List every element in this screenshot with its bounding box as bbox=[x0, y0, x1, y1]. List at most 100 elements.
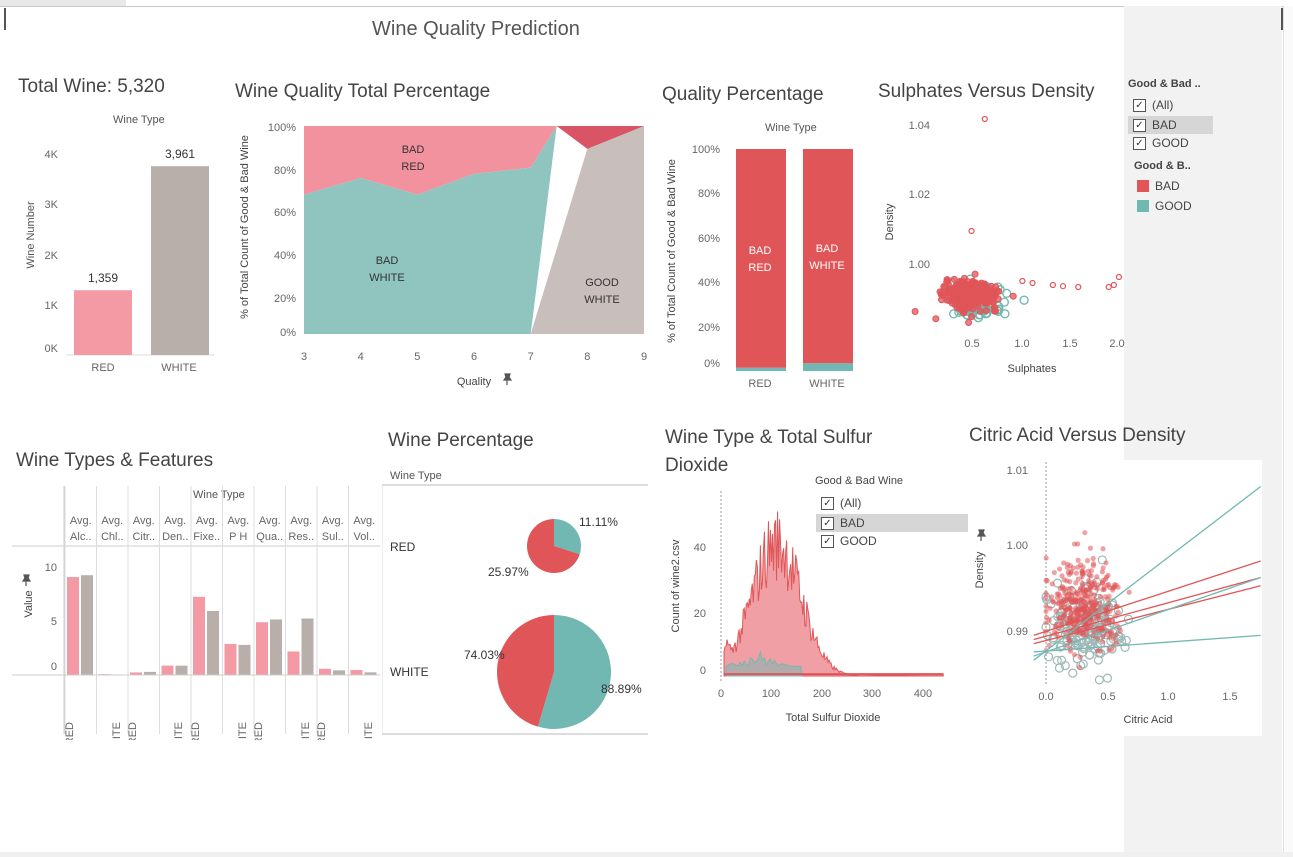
checkbox-icon[interactable]: ✓ bbox=[821, 516, 834, 530]
citric-point-good[interactable] bbox=[1121, 635, 1131, 645]
area-bad-white[interactable] bbox=[304, 126, 557, 334]
pie-red-good[interactable] bbox=[554, 519, 581, 555]
citric-point-bad[interactable] bbox=[1100, 565, 1106, 571]
sulph-point-bad[interactable] bbox=[932, 315, 940, 323]
sulph-point-bad[interactable] bbox=[965, 288, 973, 296]
citric-point-bad[interactable] bbox=[1061, 612, 1068, 618]
sulph-point-bad[interactable] bbox=[968, 227, 975, 235]
citric-point-bad[interactable] bbox=[1068, 585, 1075, 591]
citric-point-bad[interactable] bbox=[1047, 605, 1053, 611]
sulph-point-bad[interactable] bbox=[981, 115, 988, 123]
features-bar-white[interactable] bbox=[81, 575, 93, 675]
pie-layer[interactable] bbox=[497, 519, 611, 729]
legend1-bad[interactable]: BAD bbox=[1137, 179, 1180, 193]
sulph-point-layer[interactable] bbox=[911, 115, 1123, 327]
citric-point-bad[interactable] bbox=[1073, 610, 1079, 616]
bar-red[interactable] bbox=[74, 290, 132, 355]
sulph-point-bad[interactable] bbox=[953, 304, 961, 312]
sulph-point-bad[interactable] bbox=[1059, 283, 1067, 290]
citric-trend-line[interactable] bbox=[1033, 486, 1262, 661]
sulph-point-bad[interactable] bbox=[911, 308, 919, 316]
features-bar-white[interactable] bbox=[333, 670, 345, 675]
citric-point-bad[interactable] bbox=[1090, 563, 1096, 569]
citric-point-bad[interactable] bbox=[1107, 634, 1113, 640]
sulph-point-bad[interactable] bbox=[937, 291, 945, 299]
sulfur-area-layer[interactable] bbox=[723, 511, 944, 677]
legend1-good[interactable]: GOOD bbox=[1137, 199, 1192, 213]
checkbox-icon[interactable]: ✓ bbox=[1133, 98, 1146, 112]
filter1-item-good[interactable]: ✓ GOOD bbox=[1133, 136, 1189, 150]
qtotal-area-layer[interactable] bbox=[304, 126, 644, 334]
citric-point-bad[interactable] bbox=[1067, 637, 1073, 644]
pin-icon[interactable] bbox=[502, 373, 513, 385]
filter2-item-good[interactable]: ✓ GOOD bbox=[821, 534, 877, 548]
citric-point-bad[interactable] bbox=[1063, 607, 1069, 613]
sulph-point-bad[interactable] bbox=[975, 293, 983, 301]
citric-point-good[interactable] bbox=[1093, 655, 1103, 665]
citric-point-bad[interactable] bbox=[1088, 573, 1094, 579]
citric-point-bad[interactable] bbox=[1091, 628, 1097, 635]
filter2-item-bad[interactable]: ✓ BAD bbox=[816, 514, 975, 532]
citric-point-bad[interactable] bbox=[1103, 576, 1109, 582]
citric-point-bad[interactable] bbox=[1115, 609, 1121, 615]
sulph-point-bad[interactable] bbox=[1110, 281, 1117, 289]
citric-point-bad[interactable] bbox=[1073, 570, 1079, 576]
citric-point-bad[interactable] bbox=[1043, 620, 1049, 626]
area-good-red[interactable] bbox=[556, 126, 644, 149]
citric-point-bad[interactable] bbox=[1092, 607, 1098, 613]
citric-point-bad[interactable] bbox=[1085, 593, 1091, 600]
citric-point-good[interactable] bbox=[1068, 668, 1078, 678]
sulfur-area-good[interactable] bbox=[725, 650, 803, 677]
features-bar-red[interactable] bbox=[130, 672, 142, 675]
citric-point-bad[interactable] bbox=[1094, 574, 1100, 580]
citric-point-bad[interactable] bbox=[1074, 590, 1081, 596]
citric-point-bad[interactable] bbox=[1080, 564, 1086, 570]
citric-point-good[interactable] bbox=[1043, 652, 1054, 662]
area-bad-red[interactable] bbox=[304, 126, 644, 195]
sulph-point-bad[interactable] bbox=[1009, 292, 1017, 300]
sulph-point-bad[interactable] bbox=[982, 307, 990, 315]
citric-point-bad[interactable] bbox=[1043, 577, 1049, 583]
bar-white[interactable] bbox=[151, 166, 209, 355]
citric-point-bad[interactable] bbox=[1053, 608, 1059, 614]
sulph-point-bad[interactable] bbox=[1075, 283, 1082, 291]
sulph-point-bad[interactable] bbox=[1115, 273, 1123, 281]
citric-point-bad[interactable] bbox=[1072, 597, 1079, 603]
citric-point-bad[interactable] bbox=[1068, 610, 1074, 616]
sulph-point-bad[interactable] bbox=[971, 270, 979, 278]
citric-point-bad[interactable] bbox=[1073, 580, 1079, 586]
citric-point-bad[interactable] bbox=[1054, 595, 1061, 601]
citric-point-bad[interactable] bbox=[1049, 594, 1055, 600]
qpct-bar-layer[interactable] bbox=[736, 149, 853, 371]
features-bar-white[interactable] bbox=[301, 618, 314, 676]
features-bar-white[interactable] bbox=[238, 644, 251, 675]
sulph-point-bad[interactable] bbox=[1019, 277, 1026, 285]
citric-point-bad[interactable] bbox=[1043, 608, 1049, 614]
citric-point-bad[interactable] bbox=[1071, 652, 1078, 658]
citric-point-layer[interactable] bbox=[1041, 530, 1134, 685]
features-bar-white[interactable] bbox=[364, 672, 377, 675]
left-resize-handle[interactable] bbox=[4, 8, 6, 30]
citric-point-bad[interactable] bbox=[1100, 639, 1106, 645]
citric-point-bad[interactable] bbox=[1043, 555, 1049, 561]
sulph-point-good[interactable] bbox=[1000, 309, 1010, 319]
checkbox-icon[interactable]: ✓ bbox=[1133, 118, 1146, 132]
citric-point-bad[interactable] bbox=[1043, 595, 1049, 601]
citric-trend-line[interactable] bbox=[1033, 576, 1261, 657]
sulph-point-bad[interactable] bbox=[958, 293, 966, 301]
sulph-point-bad[interactable] bbox=[968, 313, 976, 321]
sulph-point-bad[interactable] bbox=[965, 319, 973, 327]
citric-point-bad[interactable] bbox=[1068, 570, 1074, 576]
pie-white-good[interactable] bbox=[537, 615, 611, 729]
citric-point-bad[interactable] bbox=[1077, 654, 1083, 660]
citric-point-bad[interactable] bbox=[1091, 602, 1097, 608]
citric-point-bad[interactable] bbox=[1067, 606, 1073, 612]
citric-point-bad[interactable] bbox=[1084, 618, 1090, 624]
features-bar-white[interactable] bbox=[175, 665, 188, 675]
features-bar-white[interactable] bbox=[144, 671, 156, 675]
bottom-scrollbar[interactable] bbox=[0, 852, 1293, 857]
citric-point-bad[interactable] bbox=[1084, 558, 1091, 564]
sulph-point-bad[interactable] bbox=[969, 298, 977, 306]
citric-point-bad[interactable] bbox=[1088, 584, 1094, 590]
citric-point-bad[interactable] bbox=[1104, 582, 1110, 588]
